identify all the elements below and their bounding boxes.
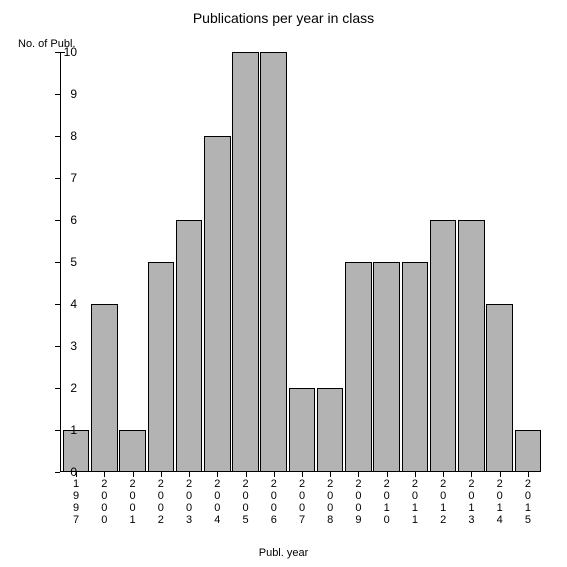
- x-tick-label: 2 0 1 0: [383, 478, 391, 526]
- x-tick-label: 2 0 0 2: [157, 478, 165, 526]
- y-tick-label: 1: [47, 423, 77, 437]
- x-tick: [302, 472, 303, 477]
- y-tick-label: 4: [47, 297, 77, 311]
- bar: [119, 430, 146, 472]
- bar: [430, 220, 457, 472]
- x-tick: [471, 472, 472, 477]
- x-tick: [133, 472, 134, 477]
- bar: [486, 304, 513, 472]
- bar: [345, 262, 372, 472]
- bar: [176, 220, 203, 472]
- bar: [289, 388, 316, 472]
- bar: [232, 52, 259, 472]
- x-tick: [387, 472, 388, 477]
- x-tick-label: 2 0 1 3: [467, 478, 475, 526]
- plot-area: [60, 52, 540, 472]
- x-tick: [274, 472, 275, 477]
- x-tick: [358, 472, 359, 477]
- x-tick: [217, 472, 218, 477]
- x-tick: [189, 472, 190, 477]
- x-tick-label: 1 9 9 7: [72, 478, 80, 526]
- bar: [515, 430, 542, 472]
- x-tick-label: 2 0 0 8: [326, 478, 334, 526]
- chart-container: Publications per year in class No. of Pu…: [0, 0, 567, 567]
- y-tick-label: 9: [47, 87, 77, 101]
- x-tick-label: 2 0 1 2: [439, 478, 447, 526]
- y-tick-label: 3: [47, 339, 77, 353]
- bar: [260, 52, 287, 472]
- y-tick-label: 7: [47, 171, 77, 185]
- bar: [148, 262, 175, 472]
- x-tick: [528, 472, 529, 477]
- bar: [402, 262, 429, 472]
- x-tick-label: 2 0 1 4: [496, 478, 504, 526]
- x-tick-label: 2 0 1 5: [524, 478, 532, 526]
- x-tick: [104, 472, 105, 477]
- bar: [317, 388, 344, 472]
- y-tick-label: 10: [47, 45, 77, 59]
- x-tick: [246, 472, 247, 477]
- y-tick-label: 2: [47, 381, 77, 395]
- x-tick: [443, 472, 444, 477]
- y-tick-label: 5: [47, 255, 77, 269]
- x-tick: [415, 472, 416, 477]
- x-tick-label: 2 0 0 1: [129, 478, 137, 526]
- chart-title: Publications per year in class: [0, 10, 567, 26]
- x-tick: [161, 472, 162, 477]
- x-tick-label: 2 0 0 7: [298, 478, 306, 526]
- x-tick-label: 2 0 0 0: [100, 478, 108, 526]
- y-tick-label: 6: [47, 213, 77, 227]
- x-tick-label: 2 0 0 6: [270, 478, 278, 526]
- x-tick: [330, 472, 331, 477]
- x-axis-label: Publ. year: [0, 547, 567, 559]
- x-tick-label: 2 0 1 1: [411, 478, 419, 526]
- x-tick-label: 2 0 0 4: [213, 478, 221, 526]
- x-tick-label: 2 0 0 9: [354, 478, 362, 526]
- bar: [373, 262, 400, 472]
- x-tick-label: 2 0 0 5: [242, 478, 250, 526]
- y-tick-label: 0: [47, 465, 77, 479]
- bar: [204, 136, 231, 472]
- y-tick-label: 8: [47, 129, 77, 143]
- bar: [91, 304, 118, 472]
- x-tick: [500, 472, 501, 477]
- x-tick-label: 2 0 0 3: [185, 478, 193, 526]
- bar: [458, 220, 485, 472]
